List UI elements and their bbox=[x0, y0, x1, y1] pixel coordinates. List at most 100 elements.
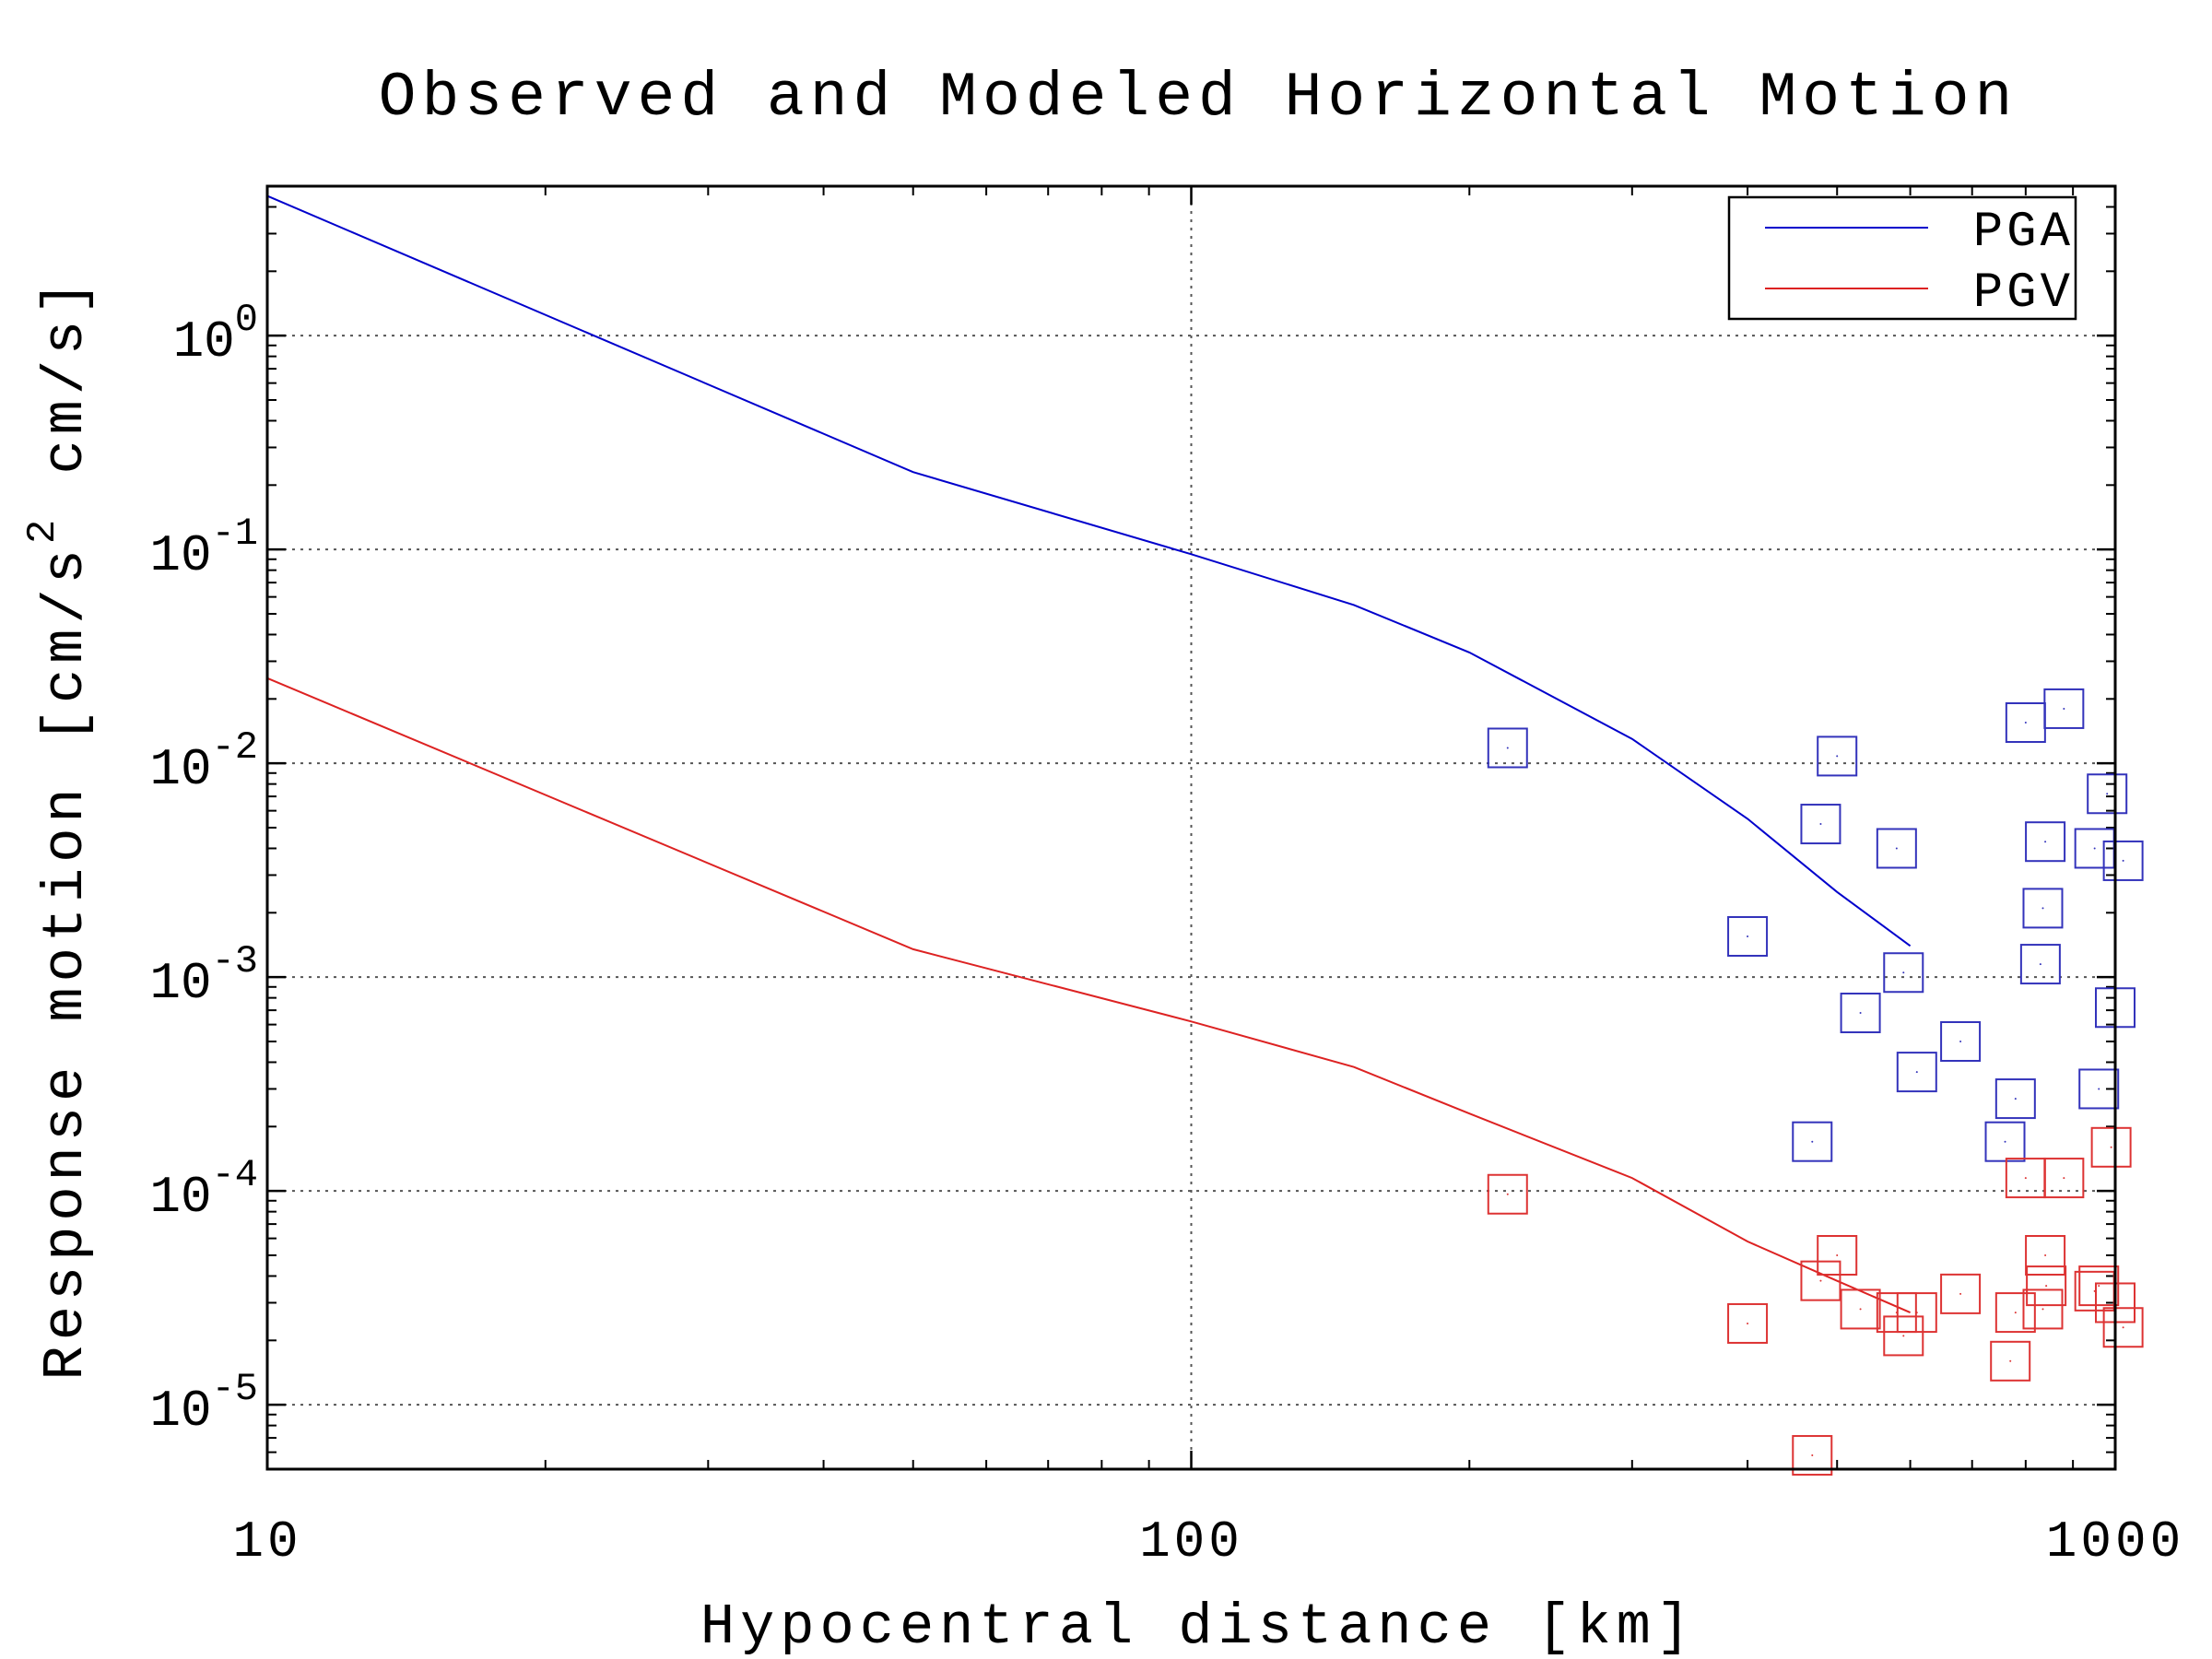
legend-box bbox=[1727, 195, 2077, 321]
marker-center-pgv-observed bbox=[1811, 1454, 1814, 1457]
marker-pga-observed bbox=[2102, 840, 2144, 881]
marker-center-pgv-observed bbox=[2098, 1285, 2100, 1288]
marker-pgv-observed bbox=[2043, 1158, 2085, 1199]
observation-markers bbox=[1487, 688, 2144, 1477]
marker-center-pga-observed bbox=[1915, 1071, 1918, 1074]
marker-center-pga-observed bbox=[1747, 935, 1749, 938]
y-tick-label: 10-1 bbox=[149, 512, 258, 585]
marker-center-pga-observed bbox=[1811, 1140, 1814, 1143]
marker-pga-observed bbox=[2025, 821, 2066, 863]
y-tick-label: 100 bbox=[173, 298, 258, 371]
axis-ticks bbox=[265, 186, 2117, 1469]
marker-pgv-observed bbox=[2026, 1265, 2067, 1307]
marker-pgv-observed bbox=[1840, 1288, 1881, 1330]
marker-pgv-observed bbox=[1940, 1273, 1982, 1314]
y-tick-label: 10-4 bbox=[149, 1153, 258, 1227]
marker-pgv-observed bbox=[2090, 1126, 2132, 1168]
marker-pgv-observed bbox=[1817, 1235, 1858, 1276]
marker-center-pga-observed bbox=[2014, 1098, 2017, 1100]
x-tick-label: 10 bbox=[232, 1512, 301, 1571]
marker-center-pgv-observed bbox=[1915, 1312, 1918, 1314]
marker-pgv-observed bbox=[1800, 1260, 1841, 1301]
marker-pga-observed bbox=[1792, 1121, 1833, 1162]
marker-pgv-observed bbox=[2022, 1288, 2064, 1330]
marker-center-pga-observed bbox=[1836, 755, 1839, 758]
y-axis-label-main: Response motion [cm/s bbox=[33, 544, 99, 1380]
marker-center-pgv-observed bbox=[2024, 1177, 2027, 1180]
marker-center-pga-observed bbox=[1895, 847, 1898, 850]
marker-center-pgv-observed bbox=[2122, 1326, 2124, 1329]
marker-center-pga-observed bbox=[1506, 747, 1509, 749]
legend-pgv-label: PGV bbox=[1973, 265, 2074, 322]
marker-center-pgv-observed bbox=[1819, 1279, 1822, 1282]
marker-pgv-observed bbox=[1727, 1302, 1769, 1344]
marker-pga-observed bbox=[1487, 727, 1528, 769]
marker-center-pgv-observed bbox=[1859, 1308, 1862, 1311]
grid bbox=[267, 186, 2115, 1469]
plot-frame bbox=[265, 184, 2117, 1471]
y-axis-label-sup: 2 bbox=[20, 514, 66, 544]
marker-center-pgv-observed bbox=[2009, 1359, 2012, 1362]
y-tick-label: 10-5 bbox=[149, 1367, 258, 1441]
marker-pga-observed bbox=[2043, 688, 2085, 729]
marker-pga-observed bbox=[1727, 916, 1769, 958]
marker-pga-observed bbox=[1940, 1021, 1982, 1062]
marker-center-pgv-observed bbox=[2044, 1254, 2047, 1256]
marker-pgv-observed bbox=[2025, 1235, 2066, 1276]
marker-center-pga-observed bbox=[2098, 1088, 2100, 1090]
marker-center-pga-observed bbox=[2122, 859, 2124, 862]
x-tick-label: 1000 bbox=[2046, 1512, 2184, 1571]
legend: PGA PGV bbox=[1727, 195, 2077, 322]
marker-center-pgv-observed bbox=[1836, 1254, 1839, 1256]
marker-center-pgv-observed bbox=[1747, 1322, 1749, 1324]
marker-center-pga-observed bbox=[2024, 722, 2027, 724]
y-axis-label-tail: cm/s] bbox=[33, 276, 99, 514]
marker-pgv-observed bbox=[1792, 1435, 1833, 1477]
marker-center-pga-observed bbox=[2063, 707, 2065, 710]
marker-center-pga-observed bbox=[1859, 1012, 1862, 1015]
marker-center-pgv-observed bbox=[2041, 1308, 2044, 1311]
marker-center-pga-observed bbox=[2093, 847, 2096, 850]
marker-pgv-observed bbox=[1990, 1340, 2031, 1382]
marker-pga-observed bbox=[1817, 735, 1858, 777]
marker-pgv-observed bbox=[1487, 1173, 1528, 1215]
marker-center-pgv-observed bbox=[1902, 1335, 1905, 1337]
y-tick-label: 10-3 bbox=[149, 939, 258, 1013]
marker-pga-observed bbox=[2022, 888, 2064, 929]
marker-center-pgv-observed bbox=[1506, 1193, 1509, 1195]
marker-center-pga-observed bbox=[2004, 1140, 2006, 1143]
marker-center-pgv-observed bbox=[2045, 1285, 2048, 1288]
model-lines bbox=[266, 194, 1912, 1314]
y-axis-label: Response motion [cm/s2 cm/s] bbox=[20, 276, 99, 1381]
marker-pga-observed bbox=[1876, 828, 1917, 869]
marker-center-pgv-observed bbox=[2110, 1146, 2112, 1148]
line-pgv bbox=[266, 677, 1911, 1314]
marker-pgv-observed bbox=[1994, 1292, 2036, 1334]
marker-pga-observed bbox=[2019, 944, 2061, 985]
marker-pga-observed bbox=[2087, 773, 2128, 815]
marker-pga-observed bbox=[1896, 1052, 1937, 1093]
y-tick-label: 10-2 bbox=[149, 725, 258, 799]
marker-center-pgv-observed bbox=[2063, 1177, 2065, 1180]
x-tick-labels: 10 100 1000 bbox=[232, 1512, 2184, 1571]
marker-center-pga-observed bbox=[1959, 1041, 1962, 1042]
chart-title: Observed and Modeled Horizontal Motion bbox=[379, 63, 2018, 134]
marker-pga-observed bbox=[1840, 993, 1881, 1034]
legend-pga-label: PGA bbox=[1973, 205, 2074, 261]
marker-pgv-observed bbox=[2078, 1265, 2120, 1307]
x-axis-label: Hypocentral distance [km] bbox=[700, 1594, 1696, 1659]
marker-center-pgv-observed bbox=[1959, 1292, 1962, 1295]
marker-pgv-observed bbox=[1883, 1315, 1924, 1357]
marker-center-pga-observed bbox=[1819, 823, 1822, 826]
x-tick-label: 100 bbox=[1139, 1512, 1243, 1571]
marker-pgv-observed bbox=[1896, 1292, 1937, 1334]
marker-pga-observed bbox=[1994, 1078, 2036, 1120]
marker-center-pga-observed bbox=[1902, 971, 1905, 974]
marker-pgv-observed bbox=[2102, 1307, 2144, 1348]
marker-center-pgv-observed bbox=[2014, 1312, 2017, 1314]
marker-pga-observed bbox=[1883, 952, 1924, 994]
marker-pga-observed bbox=[2078, 1068, 2120, 1110]
line-pga bbox=[266, 194, 1912, 947]
marker-center-pga-observed bbox=[2044, 841, 2047, 843]
